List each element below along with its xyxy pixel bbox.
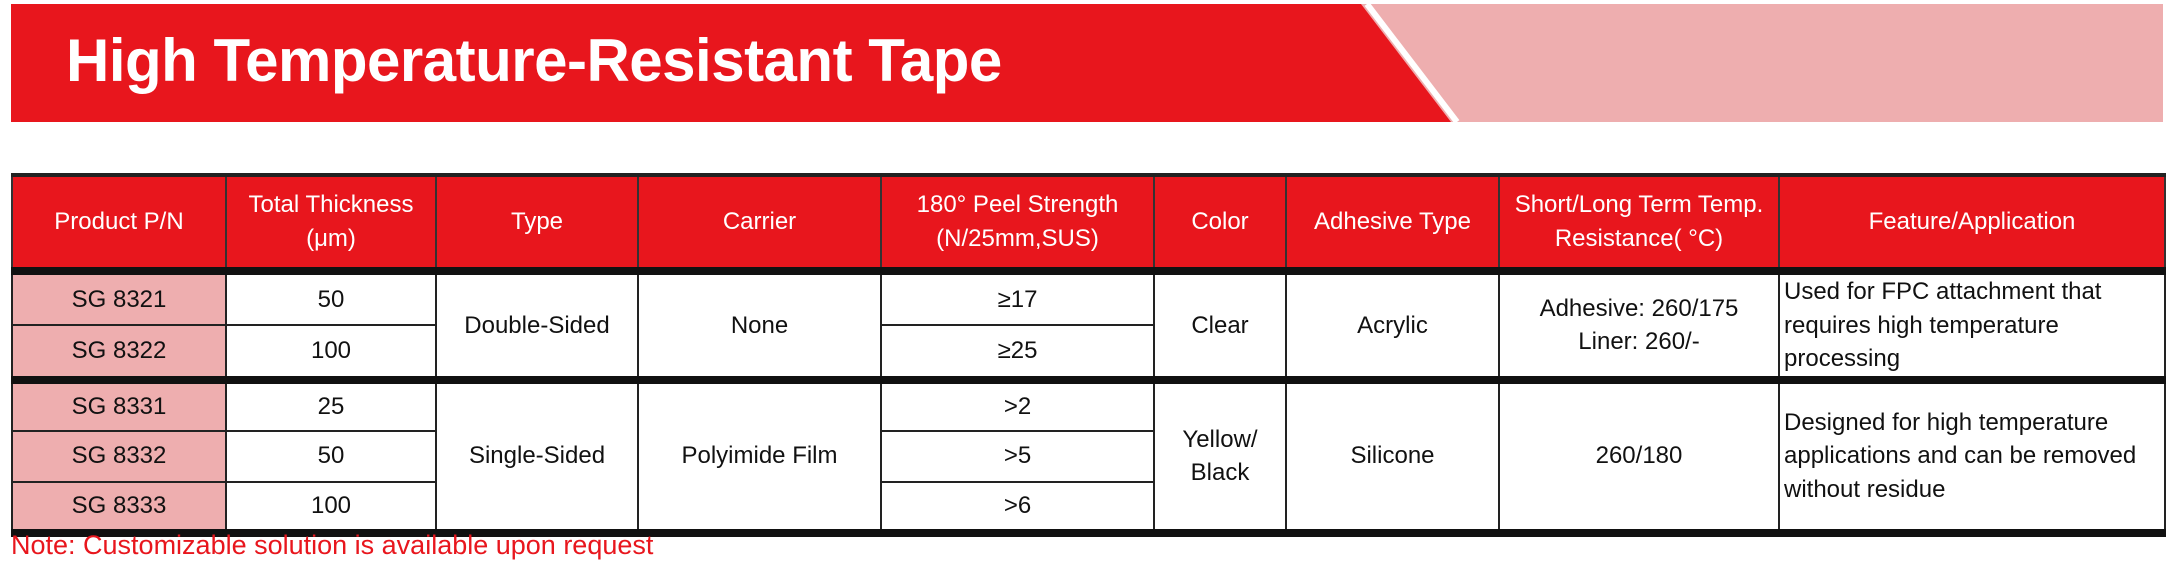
peel-strength: >6 [880,480,1155,537]
header-peel-strength: 180° Peel Strength (N/25mm,SUS) [880,173,1155,275]
table-row: SG 8333 100 >6 [11,480,2165,537]
table-row: SG 8321 50 Double-Sided None ≥17 Clear A… [11,269,2166,384]
color: Clear [1153,270,1287,384]
peel-strength: ≥25 [880,324,1155,384]
header-temp-resistance: Short/Long Term Temp. Resistance( °C) [1498,173,1780,275]
product-pn: SG 8332 [11,429,227,483]
peel-strength: ≥17 [880,269,1155,327]
table-row: SG 8332 50 >5 [11,429,2165,483]
product-pn: SG 8333 [11,480,227,537]
page-title: High Temperature-Resistant Tape [66,27,1002,94]
product-table: Product P/N Total Thickness (μm) Type Ca… [11,173,2166,537]
table-header-row: Product P/N Total Thickness (μm) Type Ca… [11,173,2166,275]
footnote: Note: Customizable solution is available… [11,530,654,560]
peel-strength: >2 [880,378,1155,432]
header-thickness: Total Thickness (μm) [225,173,437,275]
thickness: 25 [225,378,437,432]
table-row: SG 8322 100 ≥25 [11,324,2165,384]
type: Single-Sided [435,378,639,537]
thickness: 100 [225,480,437,537]
header-carrier: Carrier [637,173,882,275]
thickness: 50 [225,429,437,483]
peel-strength: >5 [880,429,1155,483]
product-pn: SG 8322 [11,324,227,384]
carrier: Polyimide Film [637,378,882,537]
product-pn: SG 8321 [11,269,227,327]
header-color: Color [1153,173,1287,275]
temp-resistance: 260/180 [1498,378,1780,537]
carrier: None [637,270,882,384]
header-product-pn: Product P/N [11,173,227,275]
temp-resistance: Adhesive: 260/175 Liner: 260/- [1498,270,1780,384]
temp-adhesive: Adhesive: 260/175 [1539,294,1739,322]
banner-background [11,4,2163,122]
product-pn: SG 8331 [11,378,227,432]
type: Double-Sided [435,270,639,384]
thickness: 100 [225,324,437,384]
header-feature: Feature/Application [1778,173,2166,275]
adhesive-type: Silicone [1285,378,1500,537]
adhesive-type: Acrylic [1285,270,1500,384]
title-banner: High Temperature-Resistant Tape [11,4,2163,122]
thickness: 50 [225,269,437,327]
header-adhesive-type: Adhesive Type [1285,173,1500,275]
feature: Designed for high temperature applicatio… [1778,378,2166,537]
table-row: SG 8331 25 Single-Sided Polyimide Film >… [11,378,2166,537]
temp-liner: Liner: 260/- [1578,328,1700,356]
feature: Used for FPC attachment that requires hi… [1778,270,2166,384]
header-type: Type [435,173,639,275]
color: Yellow/ Black [1153,378,1287,537]
